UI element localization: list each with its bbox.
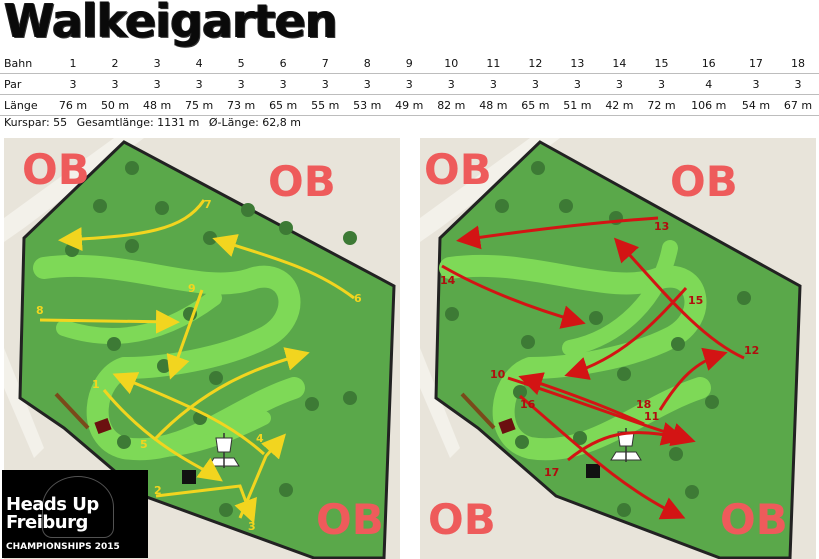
hole-length: 106 m bbox=[682, 94, 735, 116]
basket-outline-icon bbox=[42, 476, 114, 538]
hole-par: 3 bbox=[430, 73, 473, 95]
hole-par: 3 bbox=[640, 73, 683, 95]
hole-label: 1 bbox=[92, 378, 100, 391]
row-label-hole: Bahn bbox=[0, 53, 52, 74]
course-par: Kurspar: 55 bbox=[4, 116, 68, 129]
hole-label: 4 bbox=[256, 432, 264, 445]
hole-length: 50 m bbox=[94, 94, 137, 116]
hole-length: 42 m bbox=[598, 94, 641, 116]
course-summary: Kurspar: 55 Gesamtlänge: 1131 m Ø-Länge:… bbox=[4, 116, 307, 129]
hole-par: 3 bbox=[776, 73, 819, 95]
hole-label: 2 bbox=[154, 484, 162, 497]
hole-par: 3 bbox=[388, 73, 431, 95]
hole-label: 13 bbox=[654, 220, 669, 233]
hole-length: 48 m bbox=[136, 94, 179, 116]
hole-length: 65 m bbox=[262, 94, 305, 116]
hole-label: 14 bbox=[440, 274, 456, 287]
hole-number: 1 bbox=[52, 53, 95, 74]
ob-label: OB bbox=[22, 145, 90, 194]
hole-number: 10 bbox=[430, 53, 473, 74]
hole-number: 7 bbox=[304, 53, 347, 74]
hole-length: 54 m bbox=[734, 94, 777, 116]
hole-label: 17 bbox=[544, 466, 559, 479]
ob-label: OB bbox=[316, 495, 384, 544]
logo-line-2: Freiburg bbox=[6, 512, 88, 533]
hole-label: 5 bbox=[140, 438, 148, 451]
hole-length: 67 m bbox=[776, 94, 819, 116]
hole-number: 12 bbox=[514, 53, 557, 74]
average-length: Ø-Länge: 62,8 m bbox=[208, 116, 301, 129]
hole-length: 76 m bbox=[52, 94, 95, 116]
hole-par: 3 bbox=[178, 73, 221, 95]
hole-par: 3 bbox=[220, 73, 263, 95]
row-label-par: Par bbox=[0, 73, 52, 95]
course-title: Walkeigarten bbox=[4, 0, 338, 48]
hole-length: 48 m bbox=[472, 94, 515, 116]
hole-number: 2 bbox=[94, 53, 137, 74]
hole-number: 17 bbox=[734, 53, 777, 74]
ob-label: OB bbox=[720, 495, 788, 544]
hole-labels: 10 11 12 13 14 15 16 17 18 bbox=[440, 220, 759, 479]
row-label-length: Länge bbox=[0, 94, 52, 116]
hole-length: 49 m bbox=[388, 94, 431, 116]
hole-number: 13 bbox=[556, 53, 599, 74]
hole-label: 16 bbox=[520, 398, 536, 411]
hole-number: 4 bbox=[178, 53, 221, 74]
logo-line-3: CHAMPIONSHIPS 2015 bbox=[6, 542, 120, 552]
scorecard-row-length: Länge 76 m 50 m 48 m 75 m 73 m 65 m 55 m 53 m 49… bbox=[0, 94, 819, 116]
hole-length: 51 m bbox=[556, 94, 599, 116]
ob-label: OB bbox=[268, 157, 336, 206]
hole-number: 6 bbox=[262, 53, 305, 74]
hole-par: 3 bbox=[472, 73, 515, 95]
hole-length: 65 m bbox=[514, 94, 557, 116]
hole-par: 3 bbox=[136, 73, 179, 95]
hole-label: 3 bbox=[248, 520, 256, 533]
hole-length: 75 m bbox=[178, 94, 221, 116]
ob-label: OB bbox=[424, 145, 492, 194]
hole-number: 15 bbox=[640, 53, 683, 74]
hole-label: 11 bbox=[644, 410, 659, 423]
hole-number: 18 bbox=[776, 53, 819, 74]
hole-par: 3 bbox=[94, 73, 137, 95]
hole-number: 8 bbox=[346, 53, 389, 74]
total-length: Gesamtlänge: 1131 m bbox=[76, 116, 200, 129]
hole-length: 55 m bbox=[304, 94, 347, 116]
hole-length: 82 m bbox=[430, 94, 473, 116]
hole-par: 3 bbox=[598, 73, 641, 95]
hole-number: 16 bbox=[682, 53, 735, 74]
hole-par: 4 bbox=[682, 73, 735, 95]
hole-number: 14 bbox=[598, 53, 641, 74]
hole-label: 12 bbox=[744, 344, 759, 357]
hole-par: 3 bbox=[346, 73, 389, 95]
hole-length: 73 m bbox=[220, 94, 263, 116]
hole-par: 3 bbox=[52, 73, 95, 95]
hole-label: 6 bbox=[354, 292, 362, 305]
ob-label: OB bbox=[428, 495, 496, 544]
hole-label: 9 bbox=[188, 282, 196, 295]
hole-length: 72 m bbox=[640, 94, 683, 116]
hole-length: 53 m bbox=[346, 94, 389, 116]
hole-number: 3 bbox=[136, 53, 179, 74]
hole-par: 3 bbox=[556, 73, 599, 95]
hole-par: 3 bbox=[514, 73, 557, 95]
hole-par: 3 bbox=[304, 73, 347, 95]
logo-line-1: Heads Up bbox=[6, 494, 99, 515]
championship-logo: Heads Up Freiburg CHAMPIONSHIPS 2015 bbox=[2, 470, 148, 558]
hole-label: 18 bbox=[636, 398, 651, 411]
hole-label: 8 bbox=[36, 304, 44, 317]
hole-label: 10 bbox=[490, 368, 506, 381]
course-map-holes-10-18: 10 11 12 13 14 15 16 17 18 OB OB OB OB bbox=[420, 138, 816, 559]
hole-number: 5 bbox=[220, 53, 263, 74]
hole-par: 3 bbox=[734, 73, 777, 95]
scorecard-row-hole: Bahn 1 2 3 4 5 6 7 8 9 10 11 12 13 14 15 16 17 18 bbox=[0, 53, 819, 74]
ob-label: OB bbox=[670, 157, 738, 206]
hole-label: 15 bbox=[688, 294, 703, 307]
hole-number: 11 bbox=[472, 53, 515, 74]
hole-labels: 1 2 3 4 5 6 7 8 9 bbox=[36, 198, 362, 533]
hole-label: 7 bbox=[204, 198, 212, 211]
hole-par: 3 bbox=[262, 73, 305, 95]
hole-number: 9 bbox=[388, 53, 431, 74]
